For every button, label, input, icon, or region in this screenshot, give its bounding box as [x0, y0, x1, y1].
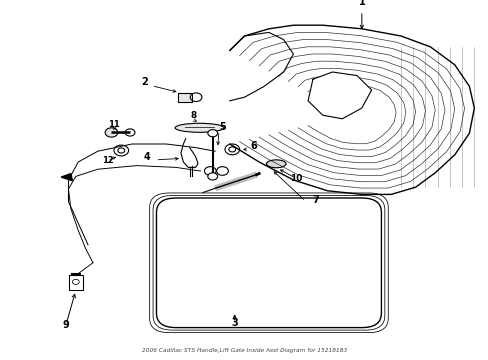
Circle shape	[105, 128, 118, 137]
Text: 8: 8	[190, 111, 196, 120]
Text: 1: 1	[358, 0, 365, 7]
Text: 9: 9	[62, 320, 69, 330]
Text: 6: 6	[249, 141, 256, 152]
Bar	[178, 93, 192, 102]
Polygon shape	[229, 32, 293, 101]
Text: 12: 12	[102, 156, 113, 165]
Bar	[69, 275, 82, 290]
Text: 4: 4	[143, 152, 150, 162]
Circle shape	[125, 129, 135, 136]
Text: 2006 Cadillac STS Handle,Lift Gate Inside Asst Diagram for 15218183: 2006 Cadillac STS Handle,Lift Gate Insid…	[142, 348, 346, 353]
Circle shape	[207, 130, 217, 137]
Circle shape	[207, 173, 217, 180]
Text: 11: 11	[107, 120, 119, 129]
Polygon shape	[307, 72, 371, 119]
Text: 2: 2	[141, 77, 147, 87]
Text: 7: 7	[311, 195, 318, 206]
Text: 3: 3	[231, 318, 238, 328]
Ellipse shape	[266, 160, 285, 168]
Text: 5: 5	[219, 122, 225, 132]
Ellipse shape	[175, 123, 224, 132]
Polygon shape	[61, 174, 72, 181]
Text: 10: 10	[289, 174, 302, 183]
